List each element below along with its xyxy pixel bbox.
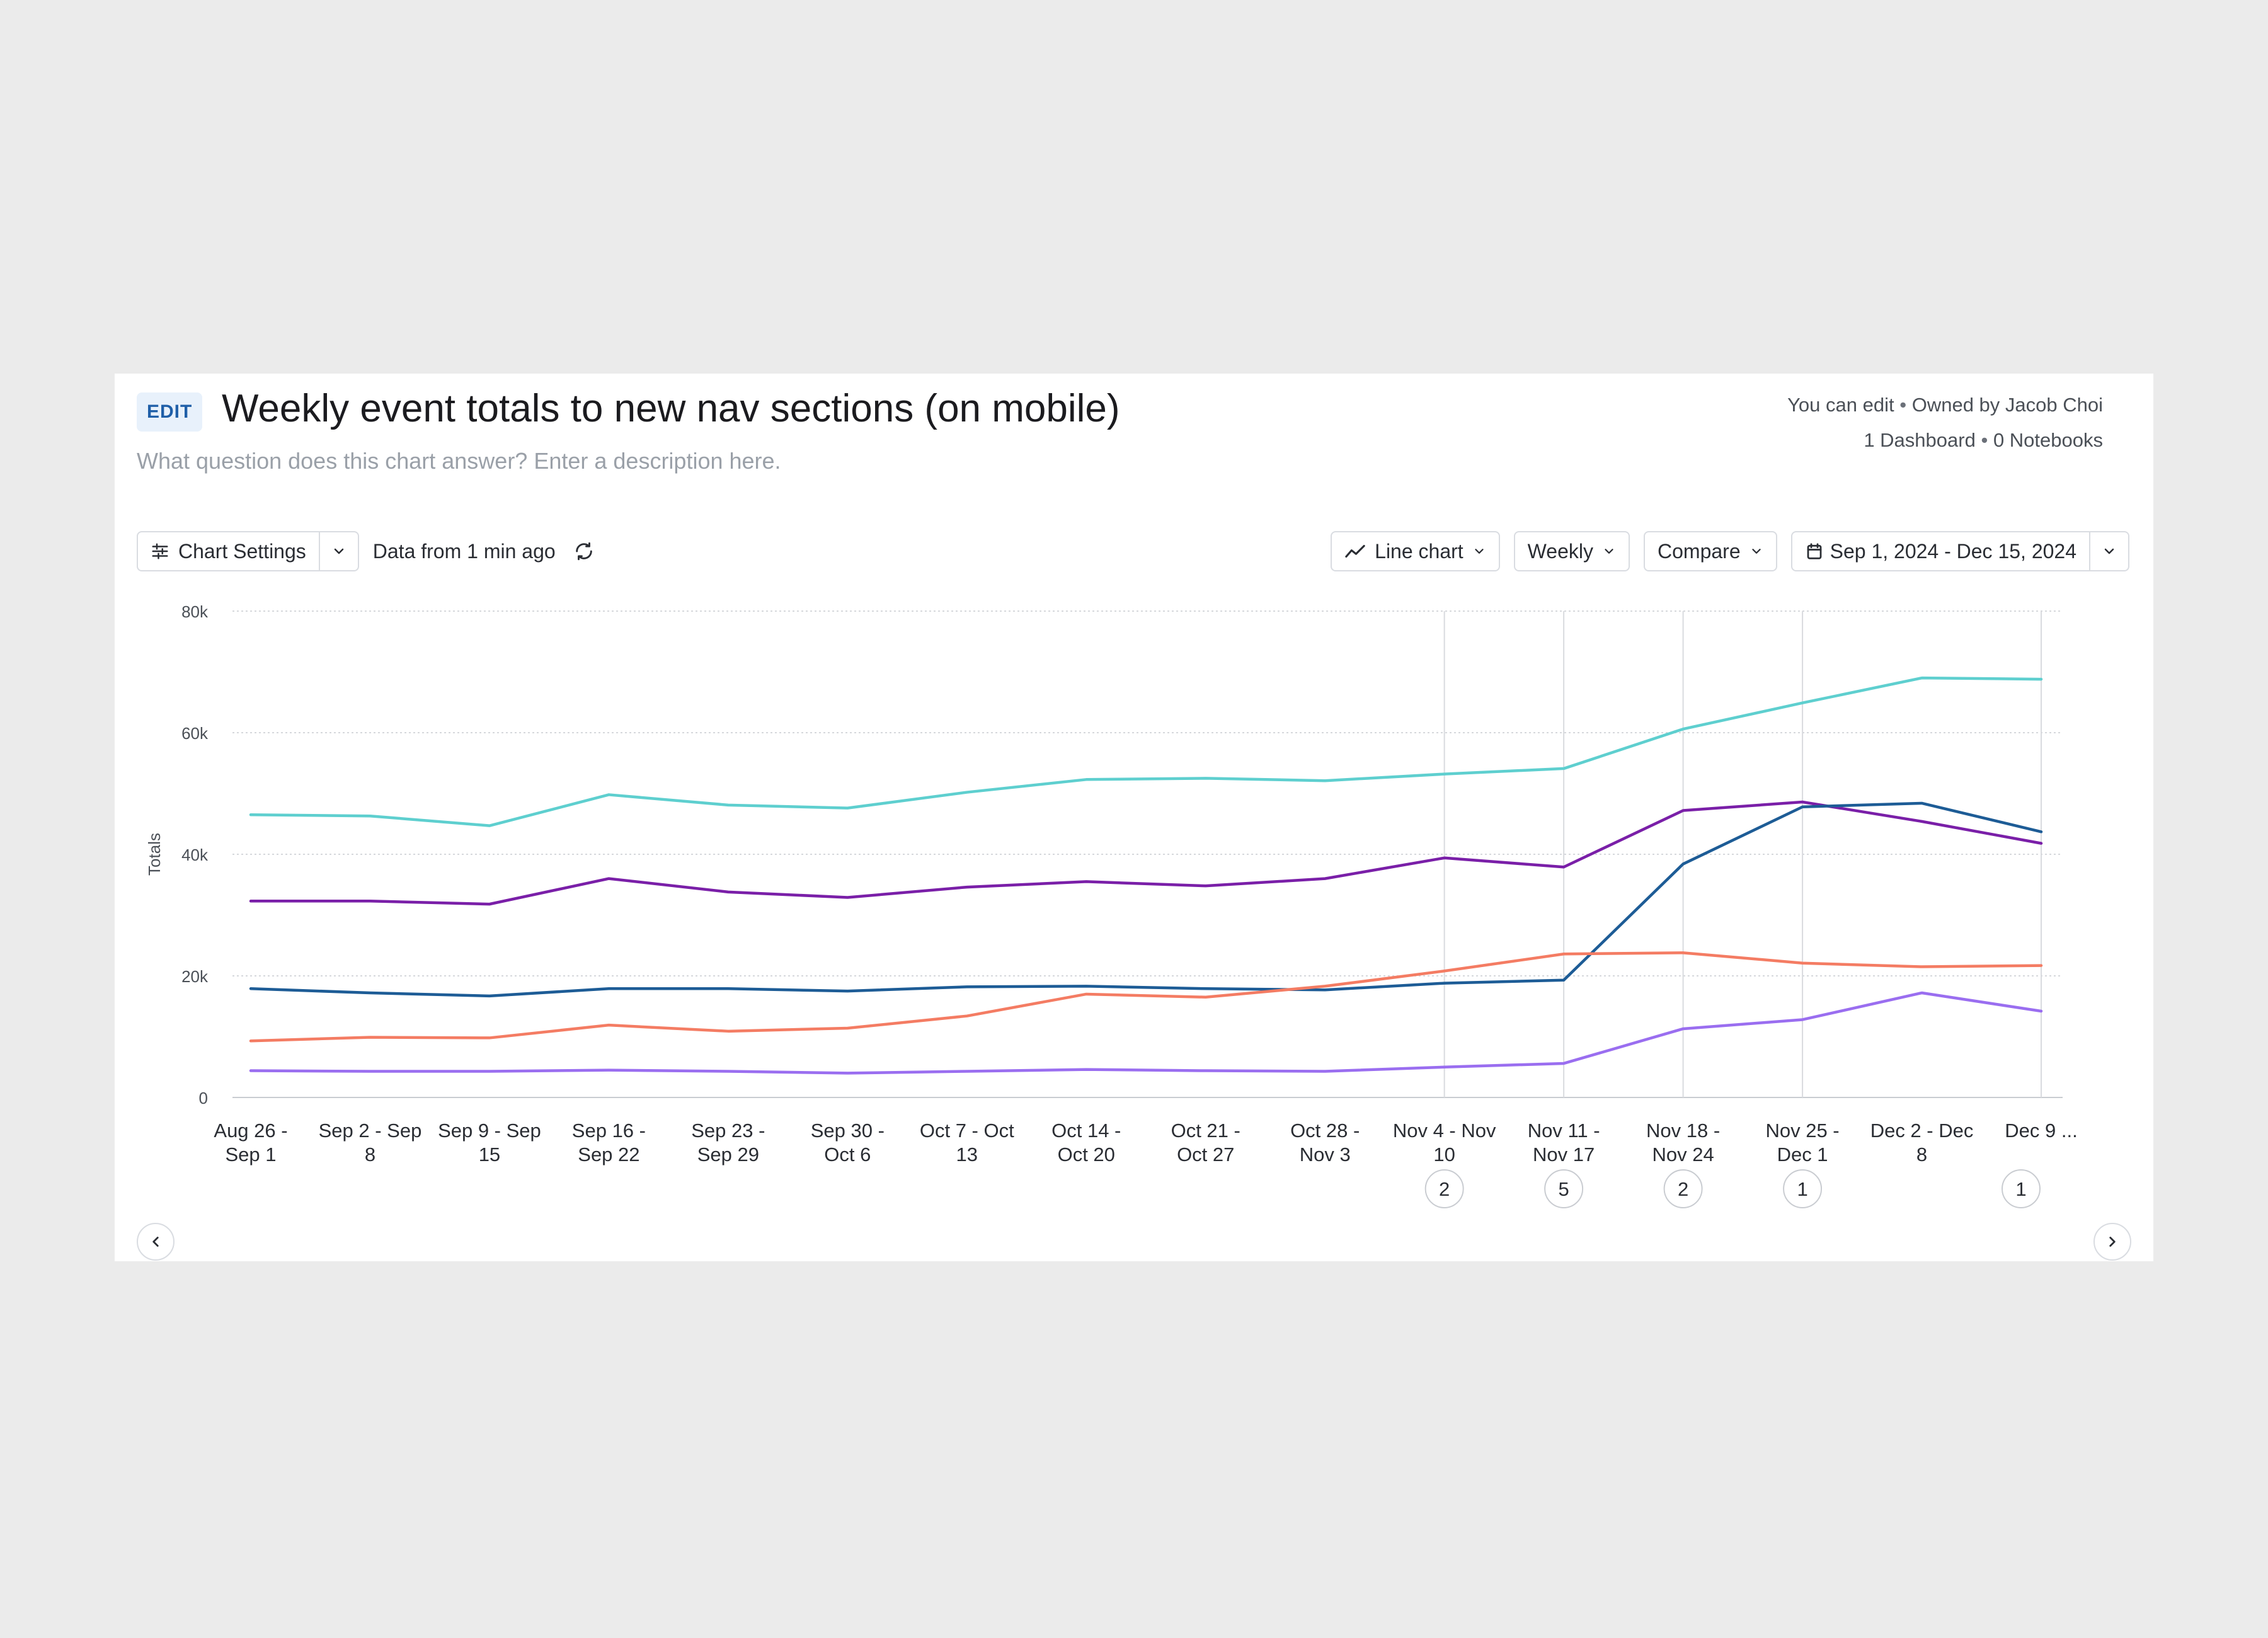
description-input[interactable]: What question does this chart answer? En… xyxy=(137,448,781,474)
meta-separator: • xyxy=(1981,429,1988,451)
left-toolbar: Chart Settings Data from 1 min ago xyxy=(137,531,595,571)
right-toolbar: Line chart Weekly Compare xyxy=(1331,531,2129,571)
line-chart: 0 20k 40k 60k 80k Totals Aug 26 -Sep 1 Sep 2 - … xyxy=(145,602,2078,1208)
chart-meta: You can edit • Owned by Jacob Choi 1 Das… xyxy=(1787,387,2103,458)
data-freshness: Data from 1 min ago xyxy=(372,539,556,563)
sliders-icon xyxy=(151,542,169,561)
y-tick-label: 40k xyxy=(181,845,209,864)
x-tick-label: Oct 28 -Nov 3 xyxy=(1290,1120,1360,1166)
annotation-badge xyxy=(1544,1169,1584,1208)
x-tick-label: Sep 16 -Sep 22 xyxy=(572,1120,646,1166)
compare-label: Compare xyxy=(1658,539,1741,563)
annotation-count: 2 xyxy=(1439,1178,1450,1200)
x-tick-label: Sep 9 - Sep 15 xyxy=(438,1120,541,1166)
chart-settings-control: Chart Settings xyxy=(137,531,359,571)
chart-card: EDIT Weekly event totals to new nav sect… xyxy=(115,374,2153,1261)
chevron-down-icon xyxy=(331,544,346,559)
series-line xyxy=(249,951,2043,1043)
y-tick-label: 20k xyxy=(181,967,209,986)
annotation-count: 1 xyxy=(1797,1178,1807,1200)
interval-label: Weekly xyxy=(1527,539,1593,563)
dashboards-link[interactable]: 1 Dashboard xyxy=(1864,429,1976,451)
series-line xyxy=(249,991,2043,1075)
chevron-left-icon xyxy=(147,1234,164,1250)
x-tick-label: Sep 30 -Oct 6 xyxy=(811,1120,885,1166)
x-tick-label: Aug 26 -Sep 1 xyxy=(214,1120,287,1166)
x-tick-label: Sep 2 - Sep 8 xyxy=(319,1120,422,1166)
annotation-badge xyxy=(1783,1169,1823,1208)
x-tick-label: Dec 9 ... xyxy=(2005,1120,2077,1142)
date-range-dropdown[interactable] xyxy=(2090,531,2129,571)
annotation-badge xyxy=(2002,1169,2041,1208)
x-tick-label: Nov 4 - Nov 10 xyxy=(1393,1120,1496,1166)
scroll-left-button[interactable] xyxy=(137,1223,175,1261)
annotation-count: 5 xyxy=(1559,1178,1569,1200)
calendar-icon xyxy=(1805,542,1824,561)
permission-text: You can edit xyxy=(1787,394,1894,416)
y-axis-label: Totals xyxy=(145,833,164,876)
owner-text: Owned by Jacob Choi xyxy=(1911,394,2103,416)
x-tick-label: Oct 7 - Oct 13 xyxy=(920,1120,1014,1166)
x-tick-label: Oct 21 -Oct 27 xyxy=(1171,1120,1240,1166)
compare-dropdown[interactable]: Compare xyxy=(1644,531,1777,571)
annotation-count: 1 xyxy=(2015,1178,2026,1200)
notebooks-link[interactable]: 0 Notebooks xyxy=(1993,429,2103,451)
chart-settings-dropdown[interactable] xyxy=(319,531,359,571)
chart-type-dropdown[interactable]: Line chart xyxy=(1331,531,1500,571)
date-range-label: Sep 1, 2024 - Dec 15, 2024 xyxy=(1830,539,2076,563)
y-tick-label: 80k xyxy=(181,602,209,621)
x-tick-label: Sep 23 -Sep 29 xyxy=(691,1120,765,1166)
scroll-right-button[interactable] xyxy=(2093,1223,2131,1261)
chart-type-label: Line chart xyxy=(1375,539,1463,563)
x-tick-label: Nov 25 -Dec 1 xyxy=(1765,1120,1839,1166)
y-tick-label: 0 xyxy=(199,1089,208,1108)
date-range-button[interactable]: Sep 1, 2024 - Dec 15, 2024 xyxy=(1790,531,2090,571)
chevron-right-icon xyxy=(2104,1234,2121,1250)
annotation-badge xyxy=(1663,1169,1703,1208)
refresh-icon[interactable] xyxy=(573,541,595,562)
series-line xyxy=(249,676,2043,827)
date-range-control: Sep 1, 2024 - Dec 15, 2024 xyxy=(1790,531,2129,571)
edit-badge[interactable]: EDIT xyxy=(137,392,203,432)
series-line xyxy=(249,801,2043,998)
interval-dropdown[interactable]: Weekly xyxy=(1513,531,1630,571)
chart-settings-button[interactable]: Chart Settings xyxy=(137,531,320,571)
chevron-down-icon xyxy=(2102,544,2117,559)
annotation-badge xyxy=(1424,1169,1464,1208)
line-chart-icon xyxy=(1344,542,1366,561)
series-line xyxy=(249,800,2043,906)
meta-separator: • xyxy=(1899,394,1907,416)
chevron-down-icon xyxy=(1750,544,1763,558)
chevron-down-icon xyxy=(1472,544,1486,558)
chevron-down-icon xyxy=(1602,544,1616,558)
chart-settings-label: Chart Settings xyxy=(178,539,306,563)
x-tick-label: Oct 14 -Oct 20 xyxy=(1051,1120,1121,1166)
chart-title[interactable]: Weekly event totals to new nav sections … xyxy=(222,387,1120,430)
annotation-count: 2 xyxy=(1678,1178,1688,1200)
x-tick-label: Dec 2 - Dec 8 xyxy=(1870,1120,1974,1166)
x-tick-label: Nov 11 -Nov 17 xyxy=(1528,1120,1600,1166)
y-tick-label: 60k xyxy=(181,724,209,743)
x-tick-label: Nov 18 -Nov 24 xyxy=(1646,1120,1720,1166)
